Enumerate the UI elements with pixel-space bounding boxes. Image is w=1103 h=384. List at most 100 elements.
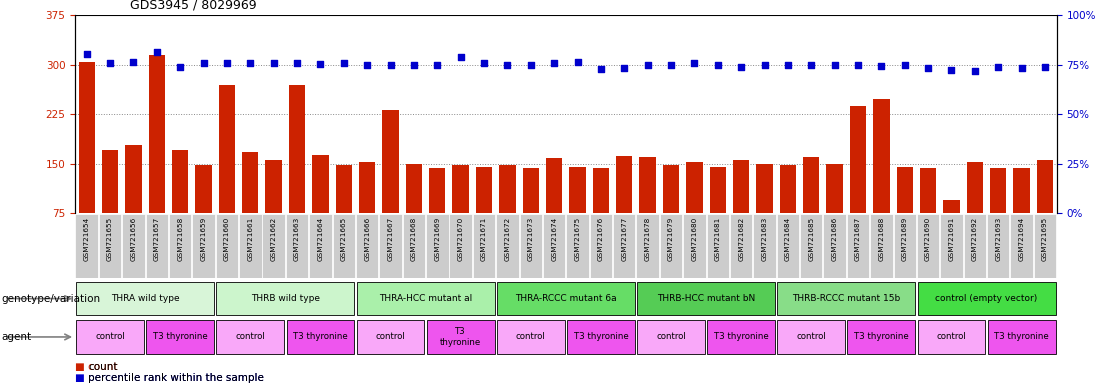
Bar — [753, 214, 775, 278]
Text: T3
thyronine: T3 thyronine — [440, 327, 481, 347]
Text: GSM721659: GSM721659 — [201, 217, 206, 261]
Bar — [870, 214, 892, 278]
Bar — [778, 282, 915, 315]
Bar — [126, 145, 141, 213]
Bar — [286, 214, 308, 278]
Bar — [496, 214, 518, 278]
Bar — [940, 214, 963, 278]
Text: GSM721685: GSM721685 — [808, 217, 814, 261]
Text: genotype/variation: genotype/variation — [1, 293, 100, 304]
Bar — [473, 214, 495, 278]
Bar — [638, 282, 775, 315]
Bar — [520, 214, 542, 278]
Point — [802, 62, 820, 68]
Point — [639, 62, 656, 68]
Bar — [590, 214, 612, 278]
Bar — [849, 106, 866, 213]
Bar — [500, 165, 515, 213]
Bar — [403, 214, 425, 278]
Bar — [427, 320, 494, 354]
Text: GSM721676: GSM721676 — [598, 217, 604, 261]
Bar — [1037, 161, 1053, 213]
Text: GSM721666: GSM721666 — [364, 217, 371, 261]
Text: GSM721689: GSM721689 — [902, 217, 908, 261]
Text: GSM721673: GSM721673 — [527, 217, 534, 261]
Point — [311, 61, 329, 67]
Bar — [312, 155, 329, 213]
Point — [732, 64, 750, 70]
Point — [709, 62, 727, 68]
Bar — [638, 320, 705, 354]
Point — [1036, 64, 1053, 70]
Point — [101, 60, 119, 66]
Bar — [543, 214, 566, 278]
Bar — [195, 165, 212, 213]
Text: GSM721679: GSM721679 — [668, 217, 674, 261]
Text: GDS3945 / 8029969: GDS3945 / 8029969 — [130, 0, 257, 12]
Point — [686, 60, 704, 66]
Text: GSM721681: GSM721681 — [715, 217, 720, 261]
Bar — [1034, 214, 1057, 278]
Point — [171, 64, 189, 70]
Bar — [406, 164, 422, 213]
Bar — [546, 159, 563, 213]
Bar — [383, 109, 398, 213]
Bar — [987, 320, 1056, 354]
Bar — [309, 214, 332, 278]
Bar — [379, 214, 401, 278]
Point — [499, 62, 516, 68]
Bar — [1014, 168, 1030, 213]
Text: THRA-RCCC mutant 6a: THRA-RCCC mutant 6a — [515, 294, 617, 303]
Bar — [803, 157, 820, 213]
Text: GSM721654: GSM721654 — [84, 217, 89, 261]
Bar — [592, 168, 609, 213]
Bar — [358, 162, 375, 213]
Bar — [216, 320, 285, 354]
Point — [872, 63, 890, 69]
Bar — [356, 282, 494, 315]
Bar — [824, 214, 846, 278]
Bar — [917, 214, 940, 278]
Point — [545, 60, 563, 66]
Bar — [733, 161, 749, 213]
Text: GSM721684: GSM721684 — [785, 217, 791, 261]
Text: GSM721694: GSM721694 — [1018, 217, 1025, 261]
Bar — [169, 214, 192, 278]
Text: GSM721690: GSM721690 — [925, 217, 931, 261]
Bar — [172, 151, 189, 213]
Bar — [777, 214, 799, 278]
Text: THRB-HCC mutant bN: THRB-HCC mutant bN — [657, 294, 756, 303]
Text: GSM721658: GSM721658 — [178, 217, 183, 261]
Text: GSM721688: GSM721688 — [878, 217, 885, 261]
Bar — [918, 320, 985, 354]
Point — [966, 68, 984, 74]
Bar — [663, 165, 679, 213]
Text: GSM721663: GSM721663 — [295, 217, 300, 261]
Text: T3 thyronine: T3 thyronine — [854, 333, 909, 341]
Text: GSM721691: GSM721691 — [949, 217, 954, 261]
Text: control: control — [516, 333, 546, 341]
Text: GSM721662: GSM721662 — [270, 217, 277, 261]
Text: GSM721687: GSM721687 — [855, 217, 861, 261]
Text: GSM721660: GSM721660 — [224, 217, 229, 261]
Text: GSM721664: GSM721664 — [318, 217, 323, 261]
Text: GSM721695: GSM721695 — [1042, 217, 1048, 261]
Bar — [918, 282, 1056, 315]
Point — [358, 62, 376, 68]
Bar — [101, 151, 118, 213]
Point — [592, 66, 610, 72]
Text: T3 thyronine: T3 thyronine — [994, 333, 1049, 341]
Text: GSM721674: GSM721674 — [552, 217, 557, 261]
Bar — [686, 162, 703, 213]
Text: control (empty vector): control (empty vector) — [935, 294, 1038, 303]
Text: GSM721667: GSM721667 — [387, 217, 394, 261]
Text: ■ count: ■ count — [75, 362, 118, 372]
Point — [148, 48, 165, 55]
Point — [452, 54, 470, 60]
Text: GSM721686: GSM721686 — [832, 217, 837, 261]
Text: GSM721668: GSM721668 — [411, 217, 417, 261]
Point — [615, 65, 633, 71]
Bar — [523, 168, 539, 213]
Bar — [149, 55, 165, 213]
Bar — [990, 168, 1006, 213]
